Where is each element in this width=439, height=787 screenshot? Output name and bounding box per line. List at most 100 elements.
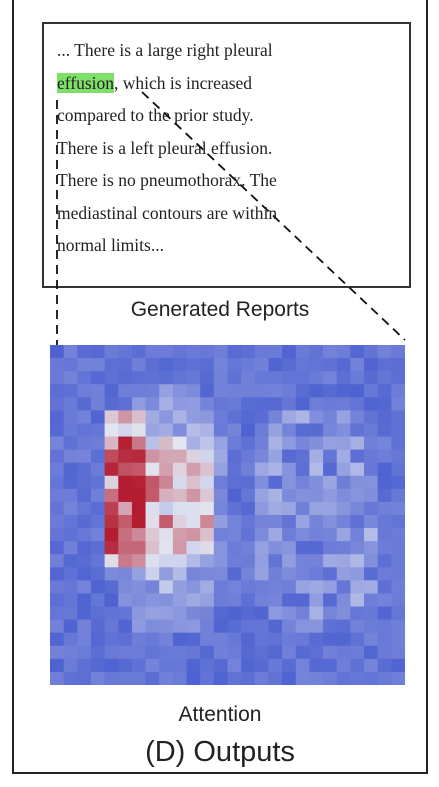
heatmap-cell (378, 437, 392, 451)
heatmap-cell (323, 567, 337, 581)
heatmap-cell (228, 580, 242, 594)
heatmap-cell (214, 607, 228, 621)
heatmap-cell (378, 463, 392, 477)
heatmap-cell (118, 397, 132, 411)
heatmap-cell (173, 528, 187, 542)
heatmap-cell (77, 502, 91, 516)
heatmap-cell (241, 489, 255, 503)
heatmap-cell (378, 620, 392, 634)
heatmap-cell (132, 633, 146, 647)
heatmap-cell (241, 672, 255, 685)
heatmap-label: Attention (12, 703, 428, 727)
heatmap-cell (50, 423, 64, 437)
heatmap-cell (200, 463, 214, 477)
heatmap-cell (337, 476, 351, 490)
heatmap-cell (159, 659, 173, 673)
heatmap-cell (214, 659, 228, 673)
heatmap-cell (173, 646, 187, 660)
heatmap-cell (350, 659, 364, 673)
heatmap-cell (50, 489, 64, 503)
heatmap-cell (214, 541, 228, 555)
heatmap-cell (282, 554, 296, 568)
heatmap-cell (282, 489, 296, 503)
heatmap-cell (364, 659, 378, 673)
heatmap-cell (146, 437, 160, 451)
heatmap-cell (146, 515, 160, 529)
heatmap-cell (200, 607, 214, 621)
heatmap-cell (364, 541, 378, 555)
heatmap-cell (296, 423, 310, 437)
heatmap-cell (91, 450, 105, 464)
heatmap-cell (118, 672, 132, 685)
heatmap-cell (391, 371, 405, 385)
heatmap-cell (173, 437, 187, 451)
heatmap-cell (118, 437, 132, 451)
heatmap-cell (187, 489, 201, 503)
heatmap-cell (282, 515, 296, 529)
heatmap-cell (309, 580, 323, 594)
heatmap-cell (200, 554, 214, 568)
heatmap-cell (337, 371, 351, 385)
heatmap-cell (187, 646, 201, 660)
heatmap-cell (91, 463, 105, 477)
heatmap-cell (228, 437, 242, 451)
heatmap-cell (159, 371, 173, 385)
heatmap-cell (159, 437, 173, 451)
heatmap-cell (268, 463, 282, 477)
heatmap-cell (105, 593, 119, 607)
heatmap-cell (241, 567, 255, 581)
heatmap-cell (77, 528, 91, 542)
heatmap-cell (105, 476, 119, 490)
heatmap-cell (132, 646, 146, 660)
heatmap-cell (378, 554, 392, 568)
heatmap-cell (214, 593, 228, 607)
heatmap-cell (296, 633, 310, 647)
heatmap-cell (50, 541, 64, 555)
heatmap-cell (159, 528, 173, 542)
heatmap-cell (391, 607, 405, 621)
heatmap-cell (118, 646, 132, 660)
heatmap-cell (241, 437, 255, 451)
heatmap-cell (50, 410, 64, 424)
heatmap-cell (255, 450, 269, 464)
heatmap-cell (228, 541, 242, 555)
heatmap-cell (228, 593, 242, 607)
heatmap-cell (173, 672, 187, 685)
heatmap-cell (282, 397, 296, 411)
heatmap-cell (105, 437, 119, 451)
heatmap-cell (255, 384, 269, 398)
heatmap-cell (350, 371, 364, 385)
heatmap-cell (64, 450, 78, 464)
heatmap-cell (350, 437, 364, 451)
heatmap-cell (132, 463, 146, 477)
heatmap-cell (296, 476, 310, 490)
heatmap-cell (378, 489, 392, 503)
heatmap-cell (50, 515, 64, 529)
heatmap-cell (146, 423, 160, 437)
panel-title: (D) Outputs (12, 736, 428, 769)
heatmap-cell (146, 541, 160, 555)
heatmap-cell (323, 437, 337, 451)
heatmap-cell (118, 476, 132, 490)
heatmap-cell (282, 541, 296, 555)
heatmap-cell (296, 437, 310, 451)
heatmap-cell (309, 371, 323, 385)
heatmap-cell (159, 450, 173, 464)
heatmap-cell (105, 384, 119, 398)
heatmap-cell (350, 633, 364, 647)
heatmap-cell (282, 672, 296, 685)
heatmap-cell (309, 463, 323, 477)
heatmap-cell (91, 345, 105, 359)
heatmap-cell (132, 567, 146, 581)
heatmap-cell (364, 397, 378, 411)
heatmap-cell (159, 423, 173, 437)
heatmap-cell (255, 607, 269, 621)
report-text: ... There is a large right pleural effus… (57, 34, 277, 262)
heatmap-cell (337, 397, 351, 411)
heatmap-cell (187, 593, 201, 607)
heatmap-cell (91, 580, 105, 594)
heatmap-cell (337, 607, 351, 621)
heatmap-cell (77, 554, 91, 568)
heatmap-cell (50, 384, 64, 398)
heatmap-cell (64, 554, 78, 568)
